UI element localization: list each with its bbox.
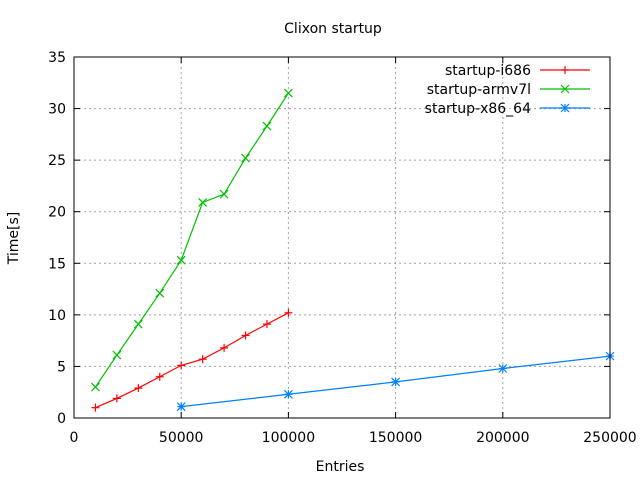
series-startup-x86_64 (176, 351, 615, 412)
series-group (91, 88, 615, 412)
point-marker (283, 88, 293, 98)
data-point (91, 382, 100, 392)
legend: startup-i686 startup-armv7l startup-x86_64 (425, 63, 590, 117)
y-tick-label: 0 (57, 411, 66, 427)
plot-border (73, 56, 611, 419)
y-tick-label: 35 (48, 50, 66, 66)
data-point (262, 121, 272, 131)
y-tick-label: 30 (48, 102, 66, 118)
point-marker (176, 255, 186, 265)
data-point (134, 384, 143, 393)
point-marker (112, 350, 122, 360)
series-line (95, 312, 289, 409)
data-point (220, 343, 229, 352)
point-marker (560, 84, 570, 94)
point-marker (155, 288, 165, 298)
data-point (498, 364, 508, 373)
x-axis-label: Entries (316, 459, 365, 475)
legend-marker (561, 66, 569, 74)
point-marker (262, 121, 272, 131)
y-axis-label: Time[s] (6, 212, 22, 265)
x-tick-label: 0 (70, 430, 79, 446)
data-point (177, 361, 186, 370)
legend-label: startup-armv7l (427, 82, 531, 98)
x-tick-label: 250000 (583, 430, 636, 446)
ticks: 0 50000 100000 150000 200000 250000 0 5 10 15 20 25… (48, 50, 637, 446)
point-marker (498, 364, 508, 373)
x-tick-label: 200000 (476, 430, 529, 446)
point-marker (176, 402, 186, 412)
data-point (283, 88, 293, 98)
data-point (91, 403, 100, 412)
x-tick-label: 100000 (262, 430, 315, 446)
x-tick-label: 150000 (369, 430, 422, 446)
data-point (241, 331, 250, 340)
legend-marker (560, 103, 570, 113)
y-tick-label: 20 (48, 205, 66, 221)
data-point (219, 189, 229, 199)
data-point (176, 402, 186, 412)
data-point (198, 198, 208, 207)
data-point (155, 372, 164, 381)
data-point (198, 355, 207, 364)
chart-title: Clixon startup (284, 21, 382, 37)
legend-marker (560, 84, 570, 94)
data-point (112, 350, 122, 360)
data-point (112, 394, 121, 403)
point-marker (219, 189, 229, 199)
series-line (94, 92, 289, 388)
point-marker (133, 319, 143, 329)
y-tick-label: 5 (57, 359, 66, 375)
point-marker (198, 198, 208, 207)
data-point (176, 255, 186, 265)
x-tick-label: 50000 (159, 430, 204, 446)
point-marker (283, 389, 293, 399)
data-point (155, 288, 165, 298)
data-point (262, 320, 271, 329)
data-point (391, 377, 401, 387)
point-marker (91, 382, 100, 392)
data-point (133, 319, 143, 329)
y-tick-label: 25 (48, 153, 66, 169)
series-startup-i686 (91, 308, 293, 412)
data-point (241, 153, 250, 163)
y-tick-label: 10 (48, 308, 66, 324)
data-point (283, 389, 293, 399)
data-point (284, 308, 293, 317)
series-startup-armv7l (91, 88, 293, 392)
legend-label: startup-i686 (445, 63, 531, 79)
y-tick-label: 15 (48, 256, 66, 272)
point-marker (560, 103, 570, 113)
point-marker (391, 377, 401, 387)
point-marker (241, 153, 250, 163)
legend-label: startup-x86_64 (425, 101, 531, 117)
